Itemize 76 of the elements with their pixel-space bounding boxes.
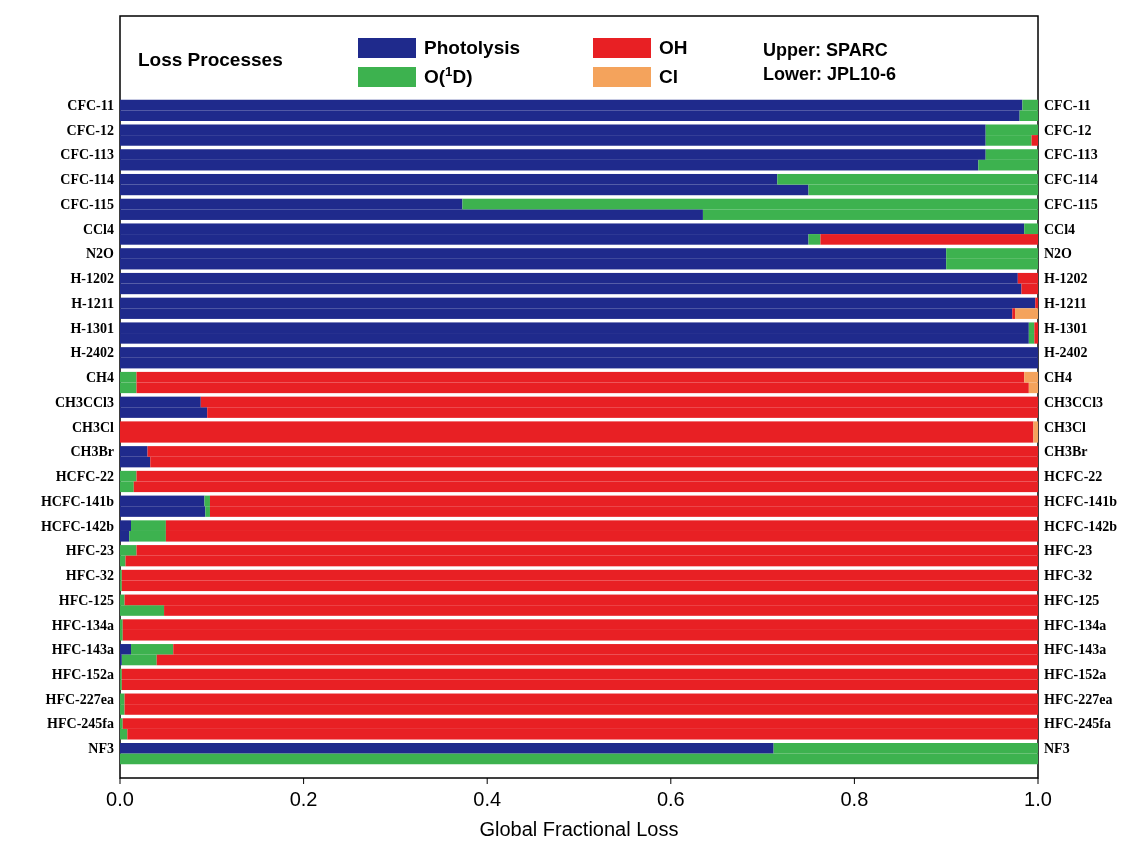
legend-label: Cl (659, 66, 678, 87)
y2-tick-label: CFC-113 (1044, 147, 1098, 163)
legend-label: Photolysis (424, 37, 521, 58)
y2-tick-label: NF3 (1044, 741, 1070, 757)
x-tick-label: 0.4 (473, 788, 502, 810)
y-tick-label: CCl4 (82, 221, 114, 237)
y-tick-label: CFC-114 (60, 172, 114, 188)
y2-tick-label: CFC-12 (1044, 122, 1092, 138)
y-tick-label: HFC-134a (51, 617, 114, 633)
y-tick-label: NF3 (88, 741, 114, 757)
y-tick-label: CFC-115 (60, 196, 114, 212)
y-tick-label: CFC-113 (60, 147, 114, 163)
y2-tick-label: CFC-115 (1044, 196, 1098, 212)
y2-tick-label: HFC-134a (1044, 617, 1107, 633)
x-tick-label: 1.0 (1024, 788, 1052, 810)
y-tick-label: CH3CCl3 (54, 394, 114, 410)
x-axis-title: Global Fractional Loss (479, 818, 679, 840)
y2-tick-label: CH3Br (1044, 444, 1088, 460)
text: Lower: JPL10-6 (763, 64, 897, 84)
y-tick-label: H-1211 (71, 295, 114, 311)
y-tick-label: HFC-245fa (47, 716, 114, 732)
y2-tick-label: H-1301 (1044, 320, 1088, 336)
x-tick-label: 0.0 (106, 788, 134, 810)
bar (1024, 223, 1038, 235)
y2-tick-label: CH3CCl3 (1044, 394, 1104, 410)
y2-tick-label: HFC-152a (1044, 667, 1107, 682)
y2-tick-label: HCFC-142b (1044, 518, 1118, 534)
x-tick-label: 0.6 (656, 788, 685, 810)
y2-tick-label: H-2402 (1044, 345, 1088, 361)
x-tick-label: 0.2 (289, 788, 318, 810)
y-tick-label: HFC-32 (65, 568, 114, 584)
y2-tick-label: CCl4 (1044, 221, 1076, 237)
y2-tick-label: N2O (1044, 246, 1073, 262)
y2-tick-label: CFC-11 (1044, 97, 1091, 113)
y-tick-label: CH3Br (70, 444, 114, 460)
y2-tick-label: HFC-143a (1044, 642, 1107, 658)
text: Upper: SPARC (763, 40, 888, 60)
y2-tick-label: HFC-32 (1044, 568, 1093, 584)
y2-tick-label: HFC-245fa (1044, 716, 1111, 732)
y2-tick-label: HFC-227ea (1044, 691, 1113, 707)
legend-label: OH (659, 37, 688, 58)
y-tick-label: HFC-227ea (45, 691, 114, 707)
y-tick-label: H-2402 (70, 345, 114, 361)
y2-tick-label: HFC-125 (1044, 592, 1100, 608)
y-tick-label: CFC-11 (67, 97, 114, 113)
legend-title: Loss Processes (138, 49, 283, 70)
legend-label: O($^{1}$D) (424, 63, 473, 87)
bar (1031, 135, 1038, 146)
y-tick-label: HCFC-142b (40, 518, 115, 534)
y2-tick-label: HCFC-141b (1044, 493, 1118, 509)
y2-tick-label: CH3Cl (1044, 419, 1087, 435)
bar (120, 743, 774, 754)
bar (808, 234, 821, 245)
y-tick-label: H-1301 (70, 320, 114, 336)
y-tick-label: N2O (86, 246, 115, 262)
y-tick-label: H-1202 (70, 271, 114, 287)
y-tick-label: HFC-23 (65, 543, 114, 559)
y2-tick-label: HCFC-22 (1044, 469, 1103, 485)
bar (1012, 308, 1016, 319)
x-tick-label: 0.8 (840, 788, 869, 810)
y-tick-label: HFC-143a (51, 642, 114, 658)
y2-tick-label: CFC-114 (1044, 172, 1098, 188)
y-tick-label: CH4 (86, 370, 114, 386)
bar (1015, 308, 1038, 319)
y-tick-label: HCFC-141b (40, 493, 115, 509)
y2-tick-label: H-1211 (1044, 295, 1087, 311)
y2-tick-label: HFC-23 (1044, 543, 1093, 559)
y-tick-label: HFC-125 (58, 592, 114, 608)
y-tick-label: HFC-152a (51, 667, 114, 682)
y-tick-label: HCFC-22 (55, 469, 114, 485)
y2-tick-label: H-1202 (1044, 271, 1088, 287)
y-tick-label: CH3Cl (72, 419, 115, 435)
bar (1035, 297, 1038, 309)
y2-tick-label: CH4 (1044, 370, 1072, 386)
bar (820, 234, 1038, 245)
y-tick-label: CFC-12 (66, 122, 114, 138)
